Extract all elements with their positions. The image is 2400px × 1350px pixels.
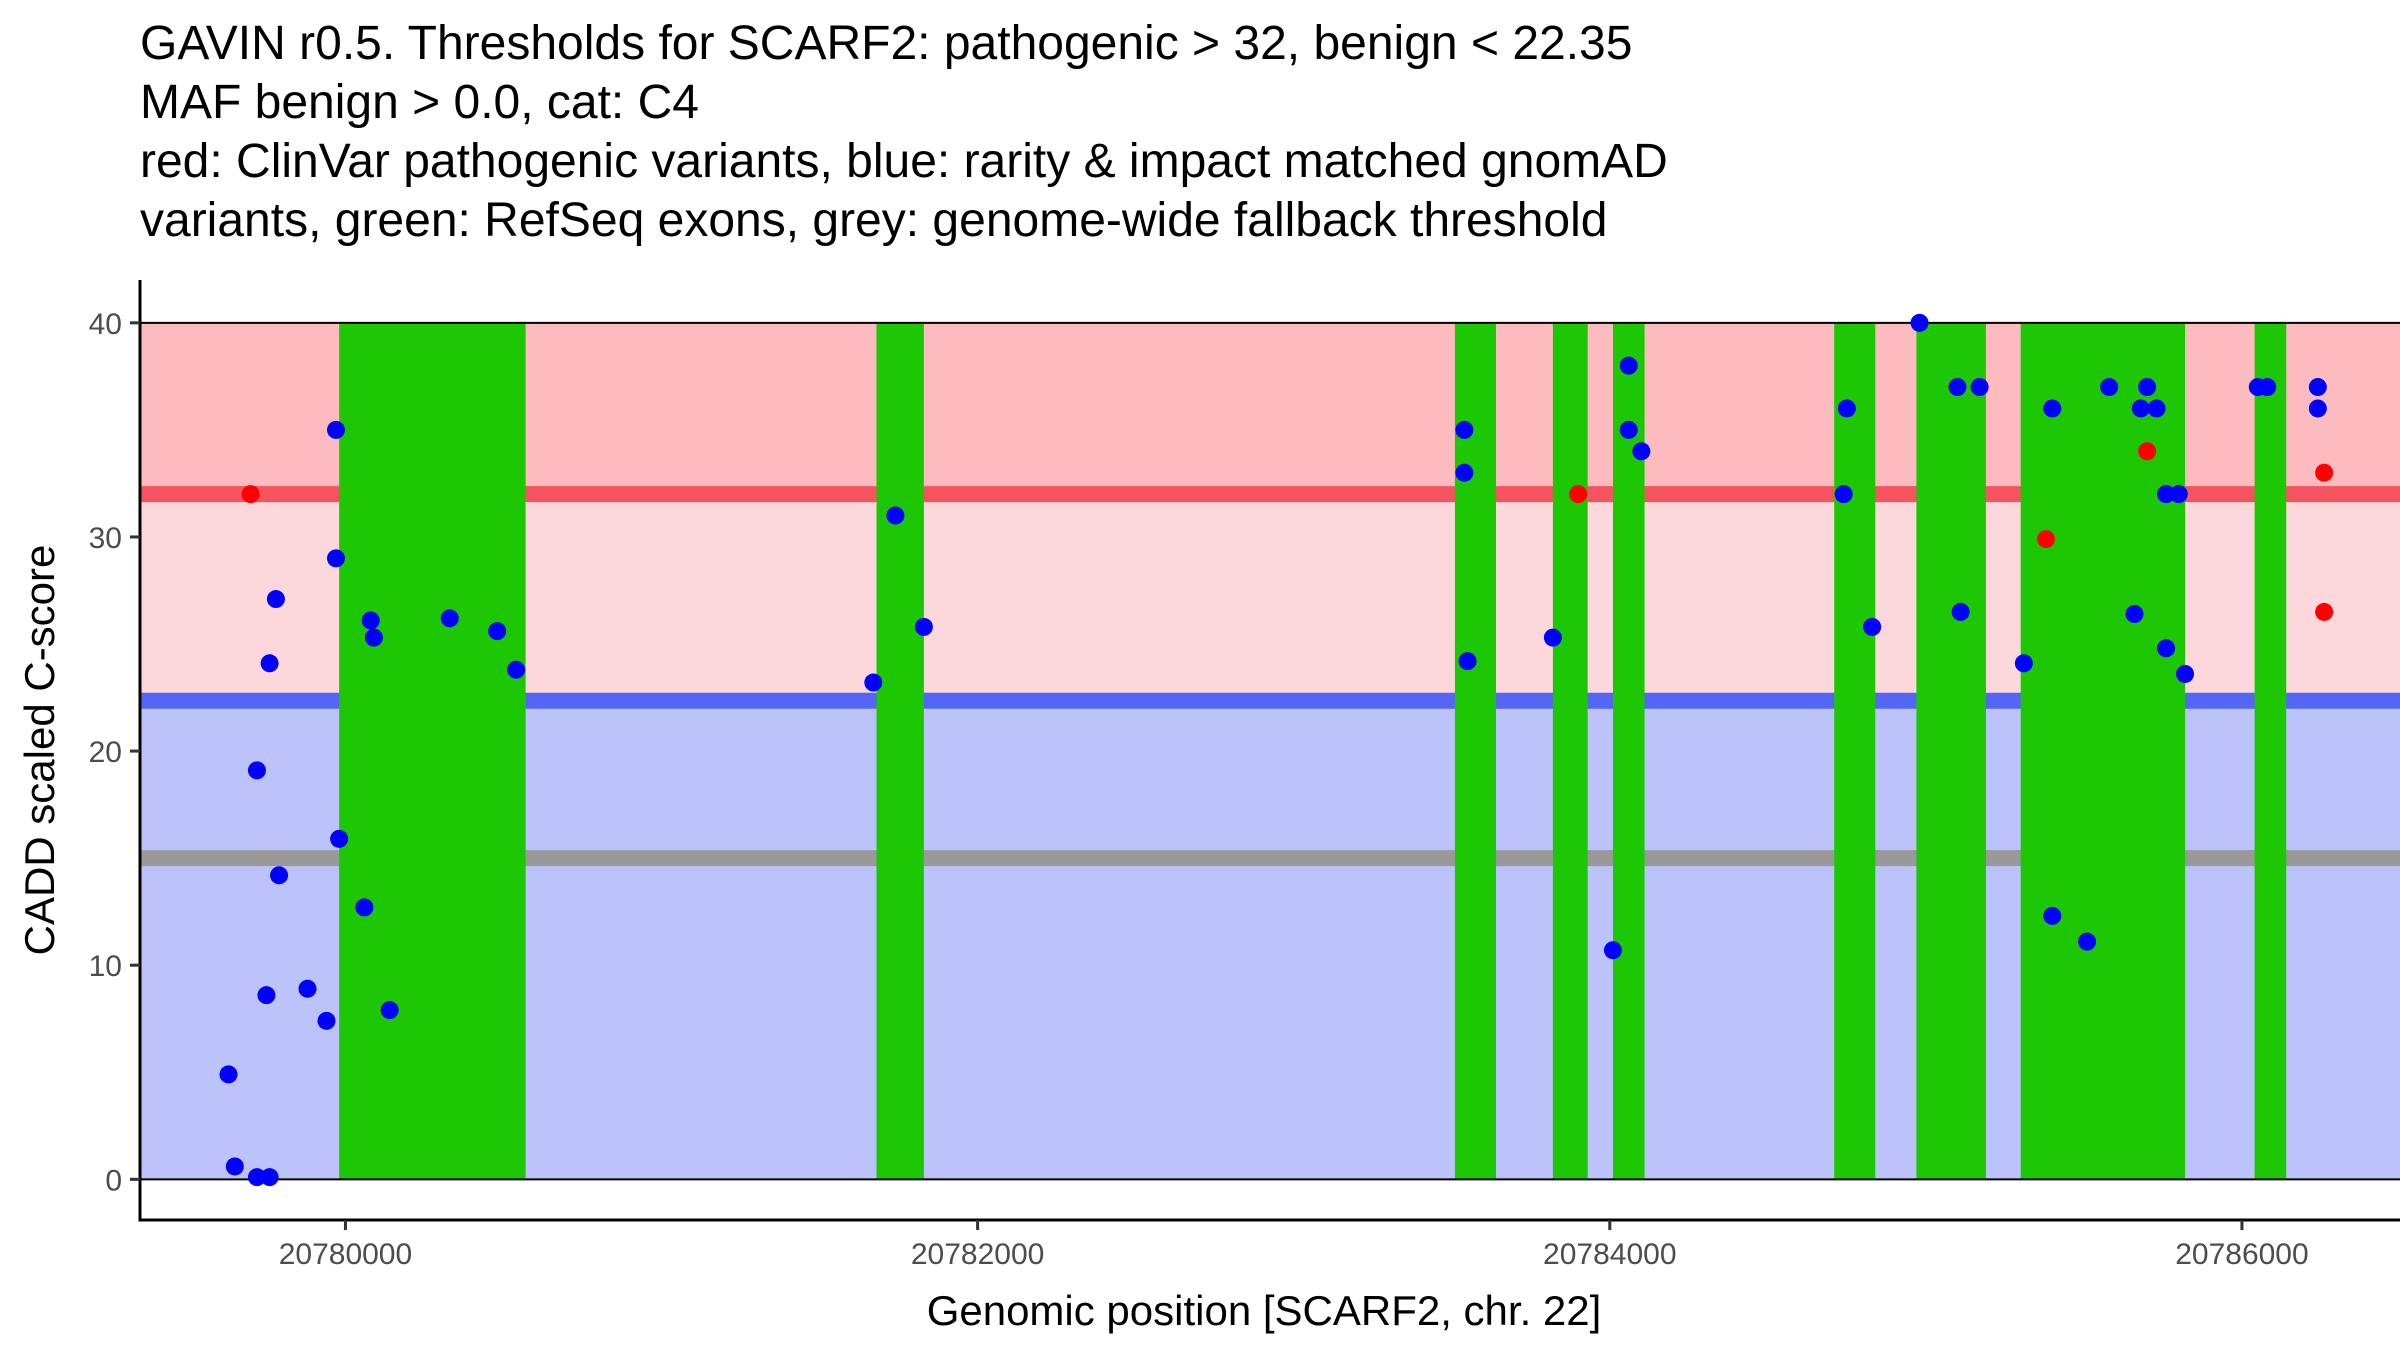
gnomad-point [247, 761, 266, 780]
gnomad-point [266, 590, 285, 609]
exon-band [876, 322, 924, 1180]
gnomad-point [864, 673, 883, 692]
y-tick-label: 0 [105, 1164, 122, 1197]
clinvar-point [2315, 463, 2334, 482]
y-tick-label: 20 [89, 736, 122, 769]
y-tick-label: 10 [89, 950, 122, 983]
exon-band [1916, 322, 1986, 1180]
clinvar-point [241, 485, 260, 504]
gnomad-point [330, 829, 349, 848]
chart-title: GAVIN r0.5. Thresholds for SCARF2: patho… [140, 14, 2380, 250]
clinvar-point [1569, 485, 1588, 504]
x-tick-label: 20782000 [911, 1238, 1044, 1271]
exon-band [1612, 322, 1645, 1180]
panel-frame [140, 321, 2400, 1181]
gnomad-point [488, 622, 507, 641]
gnomad-point [2147, 399, 2166, 418]
axes: 0 10 20 30 40 20780000 20782000 20784000 2078600… [89, 280, 2400, 1271]
gnomad-point [257, 986, 276, 1005]
gnomad-point [1863, 617, 1882, 636]
gnomad-point [2157, 485, 2176, 504]
gnomad-point [2131, 399, 2150, 418]
exon-band [1834, 322, 1876, 1180]
exon-bands [339, 322, 2287, 1180]
gnomad-point [326, 420, 345, 439]
gnomad-point [1619, 420, 1638, 439]
gnomad-point [2258, 378, 2277, 397]
gnomad-point [1948, 378, 1967, 397]
gnomad-point [326, 549, 345, 568]
gnomad-point [260, 1168, 279, 1187]
gnomad-point [1455, 463, 1474, 482]
gnomad-point [1837, 399, 1856, 418]
gnomad-point [364, 628, 383, 647]
gnomad-point [2157, 639, 2176, 658]
title-line: variants, green: RefSeq exons, grey: gen… [140, 194, 1608, 247]
gnomad-point [317, 1011, 336, 1030]
gnomad-point [1543, 628, 1562, 647]
y-axis-label: CADD scaled C-score [16, 545, 63, 956]
gnomad-point [1970, 378, 1989, 397]
title-line: red: ClinVar pathogenic variants, blue: … [140, 135, 1668, 188]
gnomad-point [361, 611, 380, 630]
y-tick-label: 30 [89, 522, 122, 555]
gnomad-point [1834, 485, 1853, 504]
gnomad-point [2308, 399, 2327, 418]
gnomad-point [2043, 906, 2062, 925]
gnomad-point [2100, 378, 2119, 397]
gnomad-point [355, 898, 374, 917]
gnomad-point [2176, 664, 2195, 683]
x-tick-label: 20786000 [2175, 1238, 2308, 1271]
exon-band [2020, 322, 2186, 1180]
exon-band [1454, 322, 1496, 1180]
exon-band [339, 322, 526, 1180]
gnomad-point [1603, 941, 1622, 960]
title-line: GAVIN r0.5. Thresholds for SCARF2: patho… [140, 17, 1633, 70]
gnomad-point [886, 506, 905, 525]
x-tick-label: 20784000 [1543, 1238, 1676, 1271]
title-line: MAF benign > 0.0, cat: C4 [140, 76, 699, 129]
exon-band [1552, 322, 1588, 1180]
gnomad-point [2138, 378, 2157, 397]
gnomad-point [2043, 399, 2062, 418]
clinvar-point [2138, 442, 2157, 461]
data-points [219, 313, 2334, 1187]
gnomad-point [219, 1065, 238, 1084]
gnomad-point [298, 979, 317, 998]
gnomad-point [2078, 932, 2097, 951]
gnomad-point [2169, 485, 2188, 504]
gnomad-point [1951, 602, 1970, 621]
gnomad-point [1455, 420, 1474, 439]
gnomad-point [440, 609, 459, 628]
x-tick-label: 20780000 [279, 1238, 412, 1271]
gnomad-point [1458, 652, 1477, 671]
gnomad-point [2014, 654, 2033, 673]
clinvar-point [2315, 602, 2334, 621]
gnomad-point [507, 660, 526, 679]
exon-band [2254, 322, 2287, 1180]
gnomad-point [225, 1157, 244, 1176]
gnomad-point [247, 1168, 266, 1187]
x-axis-label: Genomic position [SCARF2, chr. 22] [927, 1287, 1602, 1334]
gnomad-point [1619, 356, 1638, 375]
gnomad-point [2308, 378, 2327, 397]
gnomad-point [270, 866, 289, 885]
gnomad-point [914, 617, 933, 636]
y-tick-label: 40 [89, 308, 122, 341]
clinvar-point [2036, 530, 2055, 549]
gnomad-point [2125, 605, 2144, 624]
gnomad-point [260, 654, 279, 673]
gnomad-point [1632, 442, 1651, 461]
gnomad-point [1910, 313, 1929, 332]
gnomad-point [380, 1001, 399, 1020]
